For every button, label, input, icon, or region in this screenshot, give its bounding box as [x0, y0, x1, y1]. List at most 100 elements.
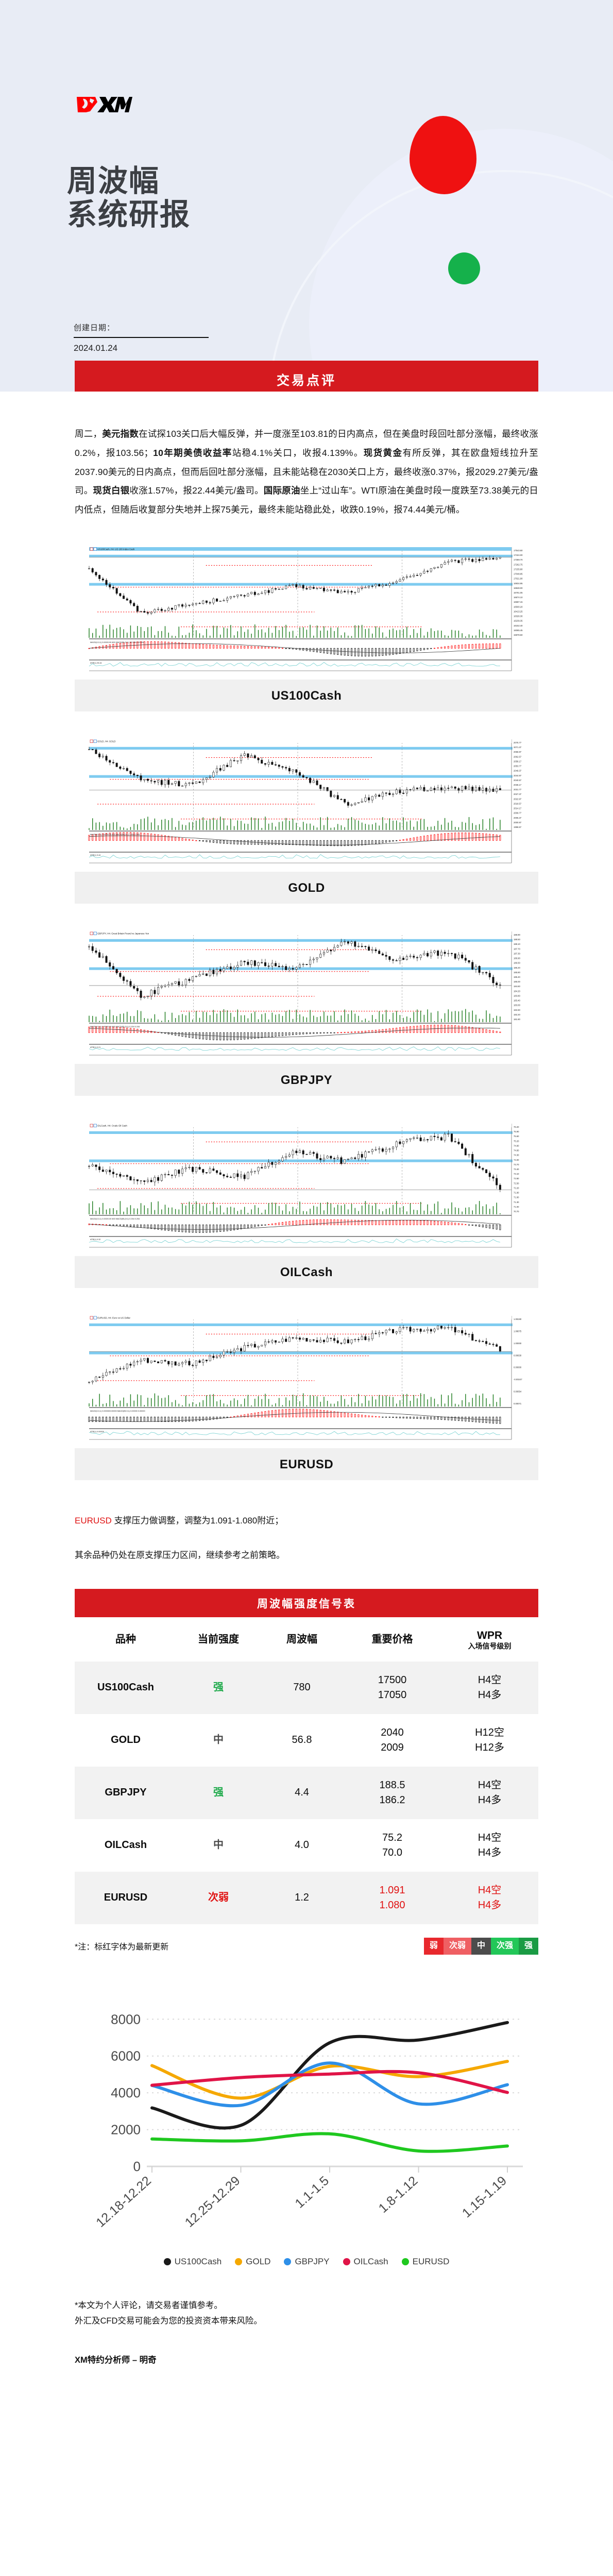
- macd-bar: [219, 840, 222, 843]
- macd-bar: [133, 1416, 135, 1422]
- volume-bar: [382, 632, 383, 638]
- volume-bar: [320, 1401, 321, 1406]
- candlestick: [357, 588, 360, 592]
- volume-bar: [123, 1013, 124, 1022]
- candlestick: [192, 1166, 194, 1172]
- candlestick: [322, 587, 325, 591]
- candlestick: [340, 942, 343, 946]
- candlestick: [322, 1340, 325, 1342]
- volume-bar: [268, 628, 269, 638]
- candlestick: [471, 962, 474, 970]
- volume-bar: [351, 817, 352, 830]
- candlestick: [160, 1174, 163, 1181]
- macd-bar: [150, 1224, 152, 1229]
- candlestick: [250, 755, 253, 757]
- candlestick: [454, 953, 456, 959]
- candlestick: [202, 1360, 205, 1363]
- volume-bar: [323, 626, 325, 638]
- candlestick: [485, 972, 488, 973]
- macd-bar: [271, 1410, 273, 1417]
- macd-bar: [461, 645, 463, 649]
- macd-bar: [278, 1032, 280, 1037]
- candlestick: [395, 1331, 398, 1333]
- candlestick: [364, 797, 367, 802]
- candlestick: [440, 952, 442, 956]
- macd-bar: [240, 1032, 242, 1040]
- price-axis-label: 0.00054: [514, 1390, 522, 1393]
- chart-caption: US100Cash: [75, 679, 538, 711]
- macd-bar: [396, 1027, 398, 1033]
- volume-bar: [258, 818, 259, 830]
- candlestick: [381, 1148, 384, 1151]
- candlestick: [298, 964, 301, 968]
- macd-bar: [202, 840, 204, 842]
- volume-bar: [323, 1011, 325, 1022]
- volume-bar: [216, 625, 217, 638]
- candlestick: [457, 788, 460, 791]
- volume-bar: [365, 1396, 366, 1406]
- macd-bar: [371, 1030, 373, 1033]
- volume-bar: [285, 624, 286, 638]
- volume-bar: [130, 1394, 131, 1406]
- volume-bar: [420, 628, 421, 638]
- x-axis-label: 1.8-1.12: [376, 2173, 421, 2215]
- mt4-chart-gbpjpy: 188.90188.50188.10187.70187.30186.90186.…: [75, 926, 538, 1057]
- macd-bar: [316, 840, 318, 846]
- candlestick: [174, 981, 177, 984]
- status-badge: 强: [213, 1787, 224, 1799]
- cell-symbol: GOLD: [111, 1734, 141, 1746]
- volume-bar: [175, 827, 176, 830]
- volume-bar: [448, 1009, 449, 1022]
- macd-bar: [271, 840, 273, 845]
- candlestick: [312, 780, 315, 783]
- price-axis-label: 16152.40: [514, 624, 523, 627]
- candlestick: [374, 584, 377, 586]
- macd-bar: [264, 647, 266, 649]
- volume-bar: [268, 1019, 269, 1022]
- macd-bar: [292, 1409, 294, 1417]
- chart-icon: [90, 931, 93, 935]
- candlestick: [226, 598, 229, 601]
- volume-bar: [133, 1015, 134, 1022]
- volume-bar: [344, 1399, 345, 1406]
- volume-bar: [192, 1402, 193, 1406]
- macd-bar: [402, 1027, 404, 1033]
- candlestick: [454, 1327, 456, 1332]
- price-axis-label: 2005.37: [514, 817, 522, 819]
- macd-bar: [275, 840, 277, 845]
- candlestick: [257, 757, 260, 760]
- candlestick: [205, 973, 208, 976]
- volume-bar: [465, 1394, 466, 1406]
- candlestick: [333, 1338, 336, 1341]
- macd-bar: [382, 648, 384, 656]
- candlestick: [447, 1133, 450, 1134]
- candlestick: [298, 1150, 301, 1153]
- candlestick: [195, 1166, 197, 1172]
- candlestick: [471, 558, 474, 562]
- macd-bar: [385, 1028, 387, 1033]
- macd-bar: [333, 1032, 335, 1033]
- candlestick: [181, 1168, 184, 1174]
- candlestick: [333, 1158, 336, 1159]
- volume-bar: [216, 1013, 217, 1022]
- legend-label: GOLD: [246, 2256, 271, 2266]
- candlestick: [399, 579, 401, 582]
- candlestick: [499, 788, 501, 790]
- macd-bar: [479, 643, 481, 649]
- macd-bar: [250, 1413, 252, 1417]
- macd-bar: [413, 837, 415, 841]
- macd-bar: [396, 648, 398, 654]
- macd-bar: [106, 833, 108, 841]
- macd-bar: [292, 840, 294, 845]
- chart-symbol-header: GBPJPY, H4: Great Britain Pound vs Japan…: [97, 932, 149, 935]
- col-header-strength: 当前强度: [198, 1634, 239, 1646]
- candlestick: [423, 787, 425, 791]
- macd-bar: [354, 840, 356, 846]
- volume-bar: [216, 1401, 217, 1406]
- volume-bar: [237, 631, 238, 638]
- macd-bar: [447, 833, 449, 841]
- macd-bar: [212, 645, 214, 649]
- macd-bar: [327, 1410, 329, 1417]
- macd-bar: [396, 1416, 398, 1418]
- candlestick: [364, 1336, 367, 1340]
